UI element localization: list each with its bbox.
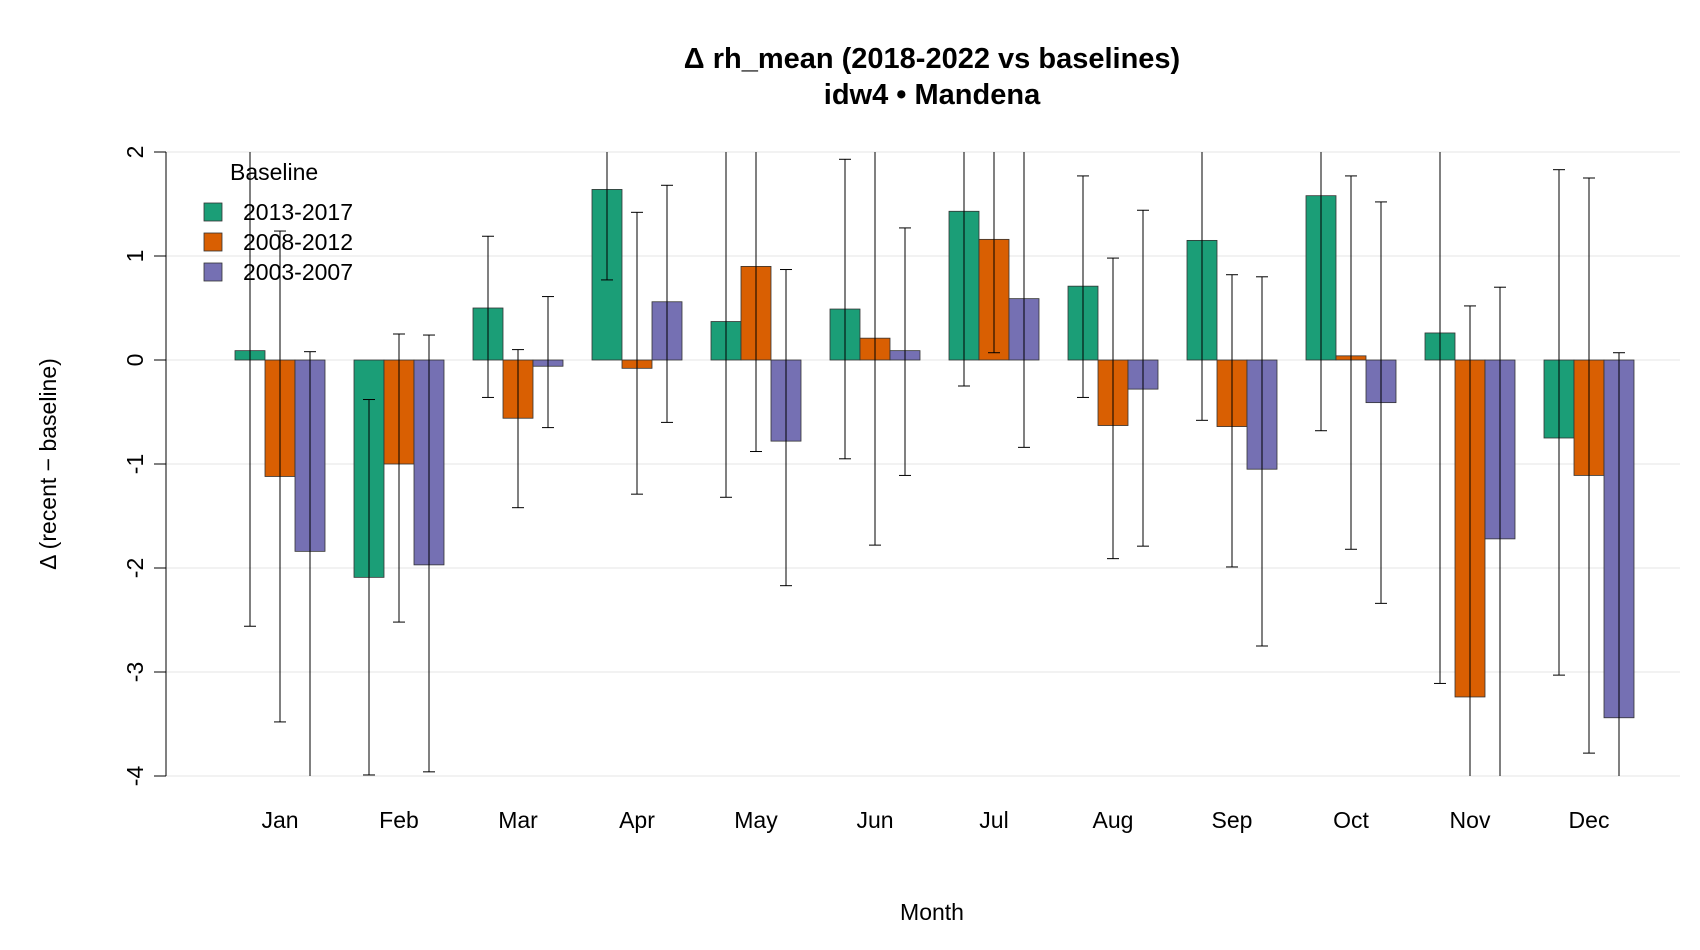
x-tick-label: Nov bbox=[1450, 807, 1491, 833]
chart-subtitle: idw4 • Mandena bbox=[824, 79, 1041, 111]
legend-swatch-3 bbox=[203, 262, 223, 282]
x-tick-label: Apr bbox=[619, 807, 655, 833]
legend-label-1: 2013-2017 bbox=[243, 199, 353, 225]
legend-swatch-1 bbox=[203, 202, 223, 222]
y-axis-label: Δ (recent − baseline) bbox=[35, 358, 61, 570]
y-axis: -4 -3 -2 -1 0 1 2 bbox=[122, 146, 167, 787]
x-tick-label: Jul bbox=[979, 807, 1008, 833]
y-tick-label: -2 bbox=[122, 558, 148, 578]
y-tick-label: 0 bbox=[122, 354, 148, 367]
error-bars bbox=[244, 152, 1625, 776]
y-tick-label: -3 bbox=[122, 662, 148, 682]
y-tick-label: -4 bbox=[122, 766, 148, 787]
x-tick-label: Feb bbox=[379, 807, 419, 833]
x-tick-label: May bbox=[734, 807, 778, 833]
bars bbox=[234, 189, 1635, 719]
x-tick-label: Sep bbox=[1212, 807, 1253, 833]
x-axis-label: Month bbox=[900, 899, 964, 925]
x-tick-label: Dec bbox=[1569, 807, 1610, 833]
x-tick-label: Mar bbox=[498, 807, 538, 833]
y-tick-label: 2 bbox=[122, 146, 148, 159]
x-tick-label: Jan bbox=[261, 807, 298, 833]
y-tick-label: -1 bbox=[122, 454, 148, 474]
legend: Baseline 2013-2017 2008-2012 2003-2007 bbox=[203, 159, 353, 285]
x-tick-label: Aug bbox=[1093, 807, 1134, 833]
x-tick-label: Oct bbox=[1333, 807, 1369, 833]
legend-label-3: 2003-2007 bbox=[243, 259, 353, 285]
y-tick-label: 1 bbox=[122, 250, 148, 263]
x-tick-label: Jun bbox=[856, 807, 893, 833]
legend-title: Baseline bbox=[230, 159, 318, 185]
chart-title: Δ rh_mean (2018-2022 vs baselines) bbox=[684, 43, 1180, 75]
x-axis: Jan Feb Mar Apr May Jun Jul Aug Sep Oct Nov Dec bbox=[261, 807, 1609, 833]
legend-label-2: 2008-2012 bbox=[243, 229, 353, 255]
legend-swatch-2 bbox=[203, 232, 223, 252]
